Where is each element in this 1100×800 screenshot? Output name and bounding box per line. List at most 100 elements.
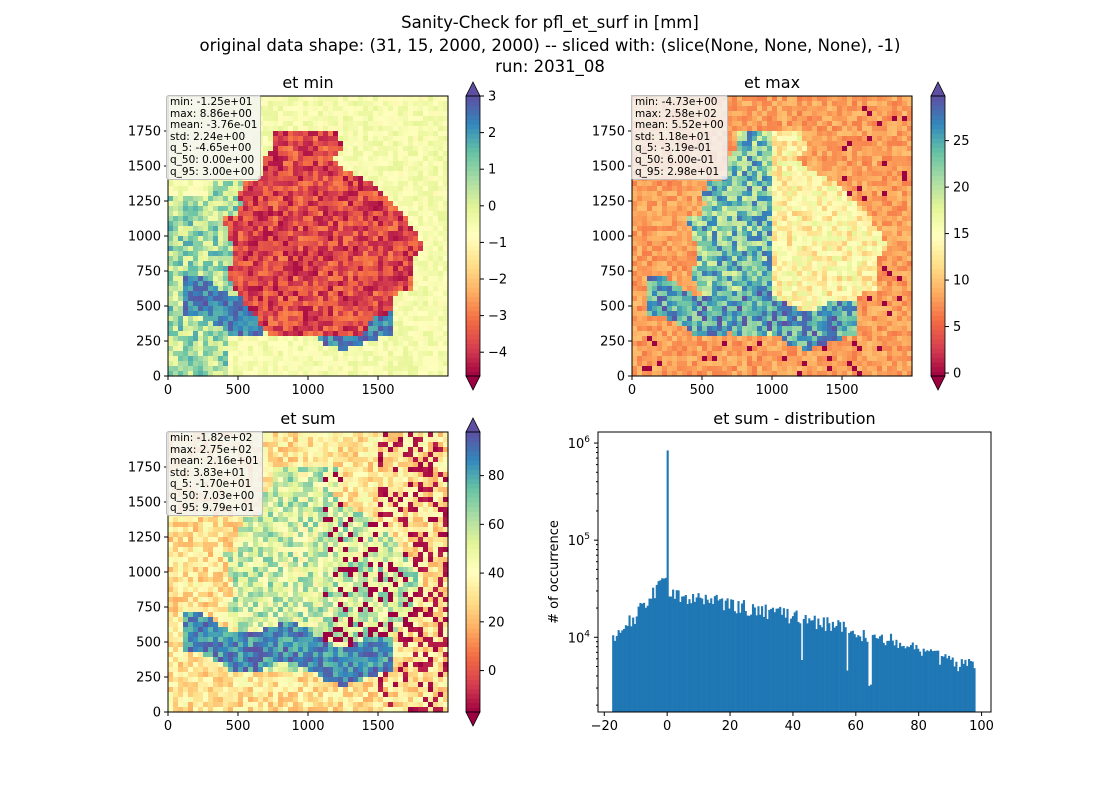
histogram-bar (737, 601, 740, 712)
y-tick-label: 1250 (128, 195, 161, 210)
histogram-bar (790, 618, 793, 712)
histogram-bar (882, 642, 885, 712)
colorbar-tick-label: 15 (953, 227, 970, 242)
stat-line: mean: -3.76e-01 (170, 119, 258, 132)
histogram-bar (962, 663, 965, 712)
colorbar-extend-min (465, 711, 481, 727)
histogram-bar (862, 630, 865, 712)
y-tick-label: 1750 (128, 461, 161, 476)
histogram-bar (826, 617, 829, 712)
histogram-bar (924, 651, 927, 712)
histogram-bar (868, 685, 871, 712)
histogram-bar (871, 634, 874, 712)
colorbar-tick-label: 40 (488, 567, 505, 582)
colorbar (931, 96, 945, 377)
histogram-bar (964, 659, 967, 712)
x-tick-label: 1000 (291, 383, 324, 398)
histogram-bar (701, 598, 704, 712)
histogram-bar (626, 625, 629, 712)
histogram-bar (713, 596, 716, 712)
histogram-bar (897, 648, 900, 712)
x-tick-label: 40 (785, 719, 802, 734)
histogram-bar (866, 641, 869, 712)
axes-frame (597, 431, 992, 713)
histogram-bar (837, 620, 840, 712)
histogram-bar (744, 610, 747, 712)
histogram-bar (879, 636, 882, 712)
y-axis-label: # of occurrence (547, 520, 562, 624)
y-tick-label: 1250 (128, 531, 161, 546)
y-tick-label: 500 (136, 636, 161, 651)
stat-line: max: 2.75e+02 (170, 443, 252, 456)
histogram-bar (793, 612, 796, 712)
histogram-bar (659, 580, 662, 712)
histogram-bar (917, 648, 920, 712)
colorbar-tick-label: −1 (488, 236, 507, 251)
y-tick-label: 1500 (128, 496, 161, 511)
histogram-bars (612, 450, 976, 712)
histogram-bar (644, 607, 647, 712)
histogram-bar (806, 623, 809, 712)
histogram-bar (650, 598, 653, 712)
histogram-bar (761, 606, 764, 712)
x-tick-label: 20 (722, 719, 739, 734)
colorbar-extend-min (930, 375, 946, 391)
stat-line: q_50: 6.00e-01 (635, 153, 715, 166)
histogram-bar (971, 661, 974, 712)
histogram-bar (715, 594, 718, 712)
histogram-bar (770, 608, 773, 712)
histogram-bar (695, 597, 698, 712)
histogram-bar (799, 623, 802, 712)
colorbar-tick-label: −3 (488, 309, 507, 324)
histogram-bar (681, 596, 684, 712)
histogram-bar (632, 617, 635, 712)
stat-line: q_50: 7.03e+00 (170, 489, 255, 502)
figure-title-line-2: original data shape: (31, 15, 2000, 2000… (199, 36, 901, 55)
histogram-bar (684, 595, 687, 712)
y-tick-label: 500 (600, 300, 625, 315)
histogram-bar (913, 649, 916, 712)
histogram-bar (828, 623, 831, 712)
histogram-bar (748, 615, 751, 712)
histogram-bar (722, 610, 726, 712)
colorbar-tick-label: 20 (488, 615, 505, 630)
histogram-bar (788, 623, 791, 712)
y-tick-label: 1500 (128, 160, 161, 175)
stat-line: min: -1.82e+02 (170, 432, 253, 444)
histogram-bar (648, 598, 651, 712)
histogram-bar (953, 666, 956, 712)
histogram-bar (731, 599, 735, 712)
histogram-bar (677, 590, 680, 712)
histogram-bar (895, 639, 898, 712)
figure-title-line-3: run: 2031_08 (495, 57, 605, 76)
colorbar-tick-label: 0 (953, 367, 961, 382)
histogram-bar (848, 632, 851, 712)
panel-title: et max (744, 73, 800, 92)
stat-line: q_95: 9.79e+01 (170, 501, 255, 514)
colorbar (466, 432, 480, 713)
histogram-bar (931, 651, 934, 712)
histogram-bar (730, 599, 733, 712)
colorbar-tick-label: 60 (488, 518, 505, 533)
histogram-bar (670, 596, 673, 712)
histogram-bar (721, 598, 724, 712)
histogram-bar (857, 635, 860, 712)
y-tick-label: 1750 (128, 125, 161, 140)
histogram-bar (726, 598, 729, 712)
histogram-bar (742, 600, 745, 712)
histogram-bar (973, 668, 976, 712)
histogram-bar (633, 624, 637, 712)
stat-line: std: 3.83e+01 (170, 466, 246, 479)
x-tick-label: 1500 (361, 383, 394, 398)
histogram-bar (719, 599, 722, 712)
histogram-bar (781, 614, 784, 712)
histogram-bar (891, 640, 894, 712)
histogram-bar (948, 655, 951, 712)
histogram-bar (702, 604, 706, 712)
histogram-bar (831, 621, 834, 712)
histogram-bar (637, 606, 640, 712)
histogram-bar (859, 636, 862, 712)
y-tick-label: 1750 (592, 125, 625, 140)
histogram-bar (902, 645, 905, 712)
colorbar-tick-label: 80 (488, 469, 505, 484)
